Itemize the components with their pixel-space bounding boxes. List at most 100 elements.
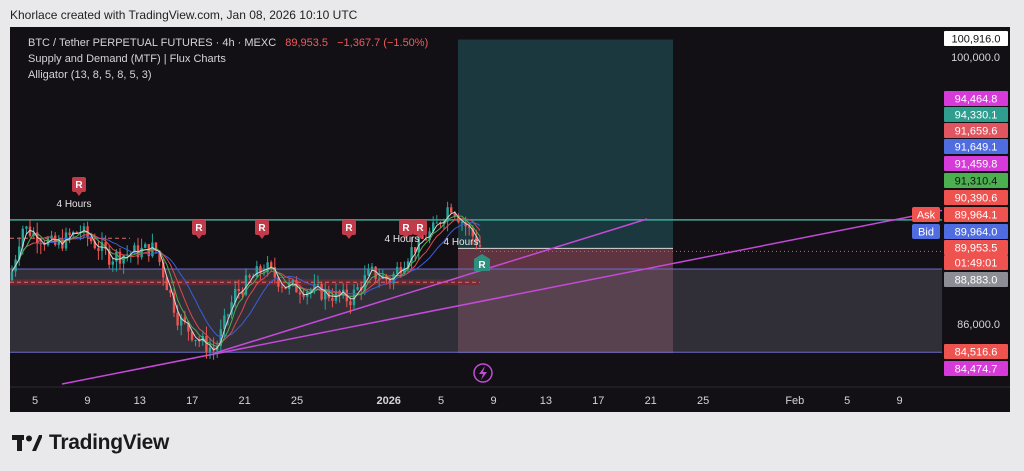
candle-up[interactable]: [291, 280, 294, 283]
lightning-icon[interactable]: [473, 363, 493, 383]
candle-up[interactable]: [255, 266, 258, 277]
candle-down[interactable]: [136, 245, 140, 258]
candle-up[interactable]: [230, 302, 233, 315]
candle-up[interactable]: [208, 347, 212, 352]
candle-down[interactable]: [374, 266, 377, 280]
price-label[interactable]: [944, 272, 1008, 287]
price-label[interactable]: [944, 361, 1008, 376]
candle-up[interactable]: [403, 268, 406, 274]
support-marker[interactable]: [474, 254, 490, 271]
candle-down[interactable]: [273, 267, 276, 278]
candle-up[interactable]: [363, 275, 366, 291]
tradingview-brand[interactable]: TradingView: [12, 431, 169, 455]
candle-up[interactable]: [46, 238, 50, 246]
price-label[interactable]: [944, 207, 1008, 222]
candle-up[interactable]: [266, 262, 269, 273]
candle-down[interactable]: [187, 321, 190, 332]
legend-symbol[interactable]: BTC / Tether PERPETUAL FUTURES · 4h · ME…: [28, 37, 277, 49]
candle-down[interactable]: [158, 250, 161, 263]
candle-down[interactable]: [331, 297, 334, 301]
candle-up[interactable]: [219, 329, 222, 346]
candle-down[interactable]: [97, 248, 100, 251]
trendline-upper[interactable]: [214, 218, 648, 354]
candle-down[interactable]: [162, 262, 165, 278]
resistance-marker[interactable]: [192, 220, 206, 235]
candle-up[interactable]: [115, 251, 118, 262]
candle-up[interactable]: [435, 222, 438, 224]
candle-up[interactable]: [460, 222, 464, 224]
candle-up[interactable]: [406, 261, 410, 269]
resistance-marker[interactable]: [255, 220, 269, 235]
candle-down[interactable]: [68, 232, 71, 236]
candle-down[interactable]: [39, 243, 42, 245]
price-label[interactable]: [944, 190, 1008, 205]
candle-down[interactable]: [237, 289, 240, 292]
resistance-marker[interactable]: [399, 220, 413, 235]
candle-down[interactable]: [75, 232, 78, 234]
candle-up[interactable]: [396, 267, 399, 274]
candle-up[interactable]: [432, 222, 435, 232]
candle-down[interactable]: [327, 289, 330, 298]
candle-up[interactable]: [313, 284, 316, 290]
candle-up[interactable]: [417, 234, 420, 253]
candle-down[interactable]: [190, 331, 194, 341]
candle-up[interactable]: [18, 246, 21, 260]
candle-up[interactable]: [21, 228, 24, 247]
candle-up[interactable]: [50, 235, 53, 239]
candle-up[interactable]: [367, 268, 370, 276]
candle-down[interactable]: [478, 245, 482, 247]
candle-up[interactable]: [244, 275, 248, 295]
candle-up[interactable]: [309, 289, 312, 292]
candle-down[interactable]: [349, 301, 352, 306]
candle-down[interactable]: [457, 216, 460, 223]
candle-up[interactable]: [140, 247, 143, 258]
candle-up[interactable]: [111, 261, 114, 265]
candle-down[interactable]: [28, 226, 32, 236]
price-label[interactable]: [944, 107, 1008, 122]
candle-down[interactable]: [471, 227, 474, 237]
price-label[interactable]: [944, 139, 1008, 154]
candle-up[interactable]: [223, 315, 226, 330]
bid-tag[interactable]: [912, 224, 940, 239]
candle-up[interactable]: [133, 245, 136, 254]
price-label[interactable]: [944, 123, 1008, 138]
candle-up[interactable]: [370, 266, 374, 269]
candle-down[interactable]: [183, 317, 186, 322]
candle-down[interactable]: [280, 286, 284, 288]
candle-up[interactable]: [57, 238, 60, 245]
candle-down[interactable]: [475, 236, 478, 246]
ask-tag[interactable]: [912, 207, 940, 222]
candle-down[interactable]: [277, 277, 280, 287]
resistance-marker[interactable]: [413, 220, 427, 235]
candle-down[interactable]: [464, 222, 467, 227]
resistance-marker[interactable]: [72, 177, 86, 192]
trendline-lower[interactable]: [61, 196, 1010, 385]
candle-up[interactable]: [194, 339, 197, 341]
candle-down[interactable]: [302, 294, 305, 297]
candle-up[interactable]: [316, 283, 320, 285]
candle-up[interactable]: [100, 242, 104, 251]
candle-down[interactable]: [388, 279, 392, 284]
candle-down[interactable]: [154, 242, 158, 251]
price-label[interactable]: [944, 31, 1008, 46]
price-label[interactable]: [944, 91, 1008, 106]
candle-up[interactable]: [226, 314, 230, 316]
candle-down[interactable]: [453, 212, 456, 217]
candle-up[interactable]: [82, 226, 86, 233]
legend-indicator-supply-demand[interactable]: Supply and Demand (MTF) | Flux Charts: [28, 53, 226, 65]
candle-up[interactable]: [410, 247, 413, 262]
candle-down[interactable]: [90, 237, 93, 242]
price-label[interactable]: [944, 240, 1008, 255]
candle-up[interactable]: [234, 289, 237, 303]
position-reward-zone[interactable]: [458, 39, 673, 249]
candle-down[interactable]: [241, 291, 244, 295]
candle-up[interactable]: [356, 287, 359, 290]
candle-down[interactable]: [108, 249, 111, 265]
legend-symbol-row[interactable]: BTC / Tether PERPETUAL FUTURES · 4h · ME…: [28, 37, 428, 49]
candle-up[interactable]: [381, 275, 384, 279]
candle-down[interactable]: [205, 335, 208, 352]
candle-down[interactable]: [424, 238, 428, 241]
price-label[interactable]: [944, 224, 1008, 239]
candle-down[interactable]: [421, 234, 424, 239]
candle-down[interactable]: [104, 242, 107, 250]
